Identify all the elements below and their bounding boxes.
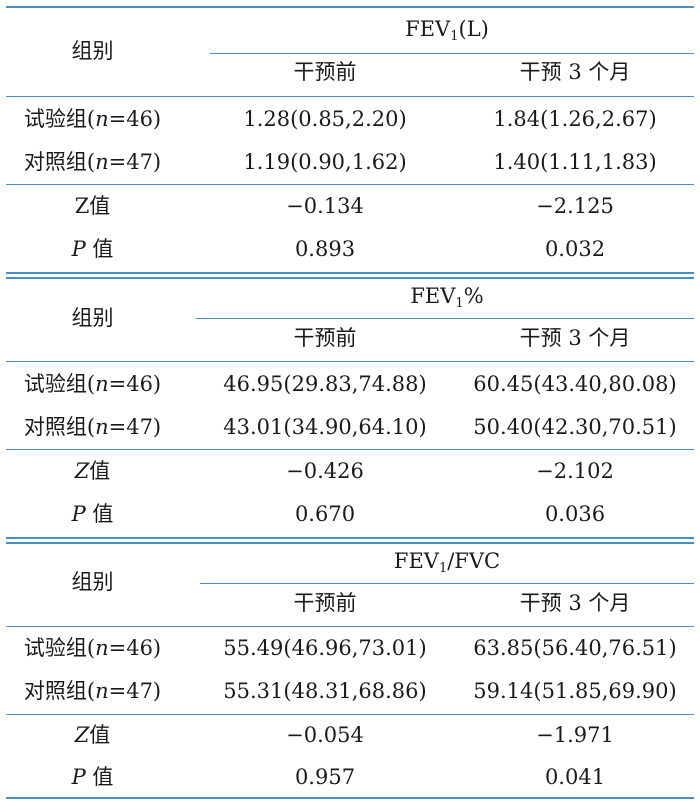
metric-header: FEV1/FVC <box>393 549 501 576</box>
row-label-control: 对照组(n=47) <box>23 150 162 174</box>
col-header-3m: 干预 3 个月 <box>519 60 631 84</box>
stats-rule <box>6 184 694 185</box>
z-pre: −0.426 <box>286 459 364 483</box>
row-label-control: 对照组(n=47) <box>23 679 162 703</box>
group-header: 组别 <box>71 306 114 330</box>
section-separator <box>6 542 694 544</box>
col-header-pre: 干预前 <box>293 326 357 350</box>
cell-test-pre: 55.49(46.96,73.01) <box>223 636 427 660</box>
row-label-test: 试验组(n=46) <box>23 636 162 660</box>
col-header-pre: 干预前 <box>293 591 357 615</box>
cell-test-pre: 46.95(29.83,74.88) <box>223 372 427 396</box>
row-label-test: 试验组(n=46) <box>23 107 162 131</box>
row-label-control: 对照组(n=47) <box>23 415 162 439</box>
col-header-pre: 干预前 <box>293 60 357 84</box>
table-bottom-rule <box>6 797 694 799</box>
cell-control-3m: 59.14(51.85,69.90) <box>473 679 677 703</box>
table-top-rule <box>6 6 694 8</box>
p-pre: 0.670 <box>294 502 356 526</box>
cell-control-3m: 1.40(1.11,1.83) <box>493 150 657 174</box>
row-label-test: 试验组(n=46) <box>23 372 162 396</box>
cell-control-pre: 1.19(0.90,1.62) <box>243 150 407 174</box>
header-subrule <box>196 318 694 319</box>
z-3m: −2.102 <box>536 459 614 483</box>
cell-control-3m: 50.40(42.30,70.51) <box>473 415 677 439</box>
header-subrule <box>200 583 694 584</box>
header-bottom-rule <box>6 96 694 97</box>
z-label: Z值 <box>74 459 111 483</box>
p-label: P 值 <box>71 502 114 526</box>
z-label: Z值 <box>74 723 111 747</box>
cell-control-pre: 55.31(48.31,68.86) <box>223 679 427 703</box>
z-pre: −0.134 <box>286 194 364 218</box>
z-3m: −1.971 <box>536 723 614 747</box>
z-3m: −2.125 <box>536 194 614 218</box>
header-subrule <box>210 53 694 54</box>
cell-control-pre: 43.01(34.90,64.10) <box>223 415 427 439</box>
metric-header: FEV1(L) <box>405 17 489 44</box>
col-header-3m: 干预 3 个月 <box>519 591 631 615</box>
p-label: P 值 <box>71 765 114 789</box>
z-label: Z值 <box>74 194 111 218</box>
p-3m: 0.041 <box>544 765 606 789</box>
p-pre: 0.957 <box>294 765 356 789</box>
cell-test-3m: 60.45(43.40,80.08) <box>473 372 677 396</box>
header-bottom-rule <box>6 361 694 362</box>
group-header: 组别 <box>71 570 114 594</box>
section-separator <box>6 277 694 279</box>
col-header-3m: 干预 3 个月 <box>519 326 631 350</box>
cell-test-pre: 1.28(0.85,2.20) <box>243 107 407 131</box>
p-label: P 值 <box>71 237 114 261</box>
header-bottom-rule <box>6 626 694 627</box>
group-header: 组别 <box>71 39 114 63</box>
p-pre: 0.893 <box>294 237 356 261</box>
cell-test-3m: 1.84(1.26,2.67) <box>493 107 657 131</box>
p-3m: 0.032 <box>544 237 606 261</box>
p-3m: 0.036 <box>544 502 606 526</box>
z-pre: −0.054 <box>286 723 364 747</box>
cell-test-3m: 63.85(56.40,76.51) <box>473 636 677 660</box>
section-separator <box>6 272 694 274</box>
stats-rule <box>6 714 694 715</box>
section-separator <box>6 537 694 539</box>
stats-rule <box>6 449 694 450</box>
metric-header: FEV1% <box>410 284 484 311</box>
